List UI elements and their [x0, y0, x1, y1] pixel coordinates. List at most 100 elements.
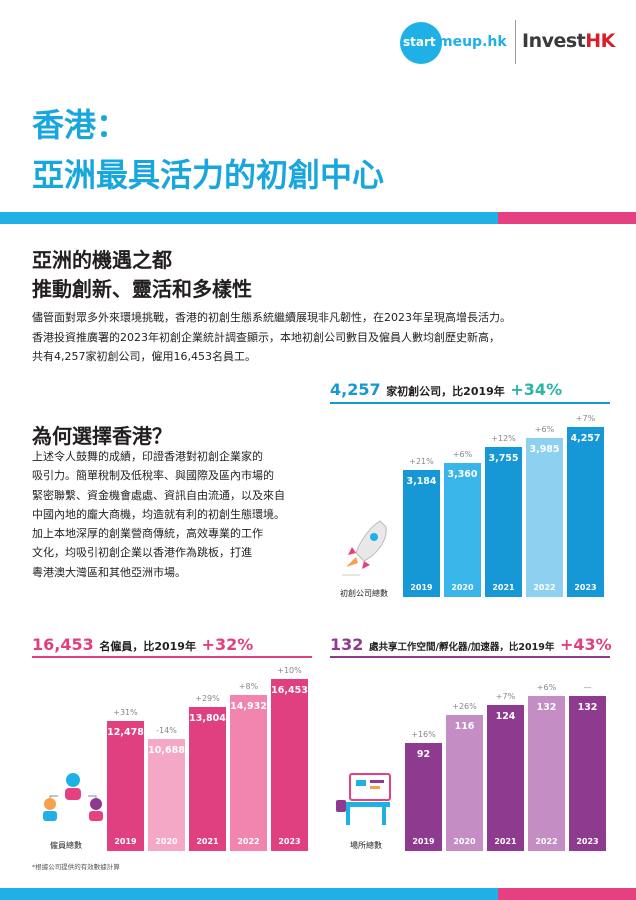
chart2-icon-caption: 僱員總數: [50, 841, 82, 850]
bar-year-label: 2022: [237, 837, 260, 846]
bar-change-label: +10%: [277, 666, 302, 675]
section2-line: 加上本地深厚的創業營商傳統，高效專業的工作: [32, 527, 263, 541]
bar-value-label: 124: [495, 711, 516, 722]
startmeup-logo-start: start: [403, 35, 436, 49]
investhk-logo: InvestHK: [522, 30, 615, 52]
page-title-line2: 亞洲最具活力的初創中心: [32, 156, 385, 194]
bar-change-label: +6%: [536, 683, 557, 692]
section2-paragraph: 上述令人鼓舞的成績，印證香港對初創企業家的 吸引力。簡單稅制及低稅率、與國際及區…: [32, 447, 285, 582]
chart-bar: 116 2020: [446, 715, 483, 851]
title-divider-pink: [498, 212, 636, 224]
chart2-title: 16,453 名僱員，比2019年 +32%: [32, 635, 253, 654]
bar-change-label: +26%: [452, 702, 477, 711]
chart-bar: 3,755 2021: [485, 447, 522, 597]
bar-year-label: 2019: [114, 837, 137, 846]
bar-change-label: +21%: [409, 457, 434, 466]
chart-bar: 16,453 2023: [271, 679, 308, 851]
bar-change-label: +8%: [238, 682, 259, 691]
chart3-title-text: 處共享工作空間/孵化器/加速器，比2019年: [368, 642, 555, 653]
chart3-title: 132 處共享工作空間/孵化器/加速器，比2019年 +43%: [330, 635, 612, 654]
section1-paragraph: 儘管面對眾多外來環境挑戰，香港的初創生態系統繼續展現非凡韌性，在2023年呈現高…: [32, 308, 511, 367]
chart3-title-change: +43%: [559, 635, 612, 654]
footnote: *根據公司提供的有效數據計算: [32, 863, 120, 871]
section1-line: 共有4,257家初創公司，僱用16,453名員工。: [32, 350, 256, 363]
section1-line: 儘管面對眾多外來環境挑戰，香港的初創生態系統繼續展現非凡韌性，在2023年呈現高…: [32, 311, 511, 324]
chart-bar: 14,932 2022: [230, 695, 267, 851]
bar-change-label: -14%: [156, 726, 177, 735]
section2-line: 緊密聯繫、資金機會處處、資訊自由流通，以及來自: [32, 488, 285, 502]
bar-year-label: 2023: [574, 583, 597, 592]
chart-bar: 12,478 2019: [107, 721, 144, 851]
section1-heading2: 推動創新、靈活和多樣性: [32, 277, 252, 301]
bar-year-label: 2023: [576, 837, 599, 846]
bar-value-label: 14,932: [230, 701, 267, 712]
chart-bar: 92 2019: [405, 743, 442, 851]
chart1-icon-caption: 初創公司總數: [340, 589, 388, 598]
bar-year-label: 2020: [451, 583, 474, 592]
bar-value-label: 132: [536, 702, 557, 713]
chart3-icon-caption: 場所總數: [350, 841, 382, 850]
bar-change-label: +12%: [491, 434, 516, 443]
bar-year-label: 2019: [412, 837, 435, 846]
startmeup-logo-rest: meup.hk: [438, 34, 507, 50]
bar-year-label: 2021: [494, 837, 517, 846]
section1-heading1: 亞洲的機遇之都: [32, 248, 172, 272]
bar-value-label: 132: [577, 702, 598, 713]
chart3-title-value: 132: [330, 635, 364, 654]
section2-line: 中國內地的龐大商機，均造就有利的初創生態環境。: [32, 507, 285, 521]
bar-year-label: 2020: [155, 837, 178, 846]
chart-bar: 3,184 2019: [403, 470, 440, 597]
bar-change-label: +31%: [113, 708, 138, 717]
bar-value-label: 116: [454, 721, 475, 732]
startmeup-logo-circle: [400, 22, 442, 64]
chart2-title-change: +32%: [201, 635, 254, 654]
office-icon: [336, 773, 391, 825]
bar-value-label: 3,985: [529, 444, 560, 455]
bar-change-label: +6%: [452, 450, 473, 459]
chart2-underline: [32, 656, 312, 658]
bar-value-label: 3,184: [406, 476, 437, 487]
bar-value-label: 4,257: [570, 433, 601, 444]
bar-year-label: 2022: [533, 583, 556, 592]
chart-bar: 132 2022: [528, 696, 565, 851]
section2-heading: 為何選擇香港？: [32, 424, 172, 448]
bar-year-label: 2020: [453, 837, 476, 846]
chart1-title-text: 家初創公司，比2019年: [386, 385, 505, 398]
chart1-underline: [330, 402, 610, 404]
footer-divider-blue: [0, 888, 498, 900]
startmeup-logo: start meup.hk: [400, 22, 507, 64]
chart-bar: 4,257 2023: [567, 427, 604, 597]
bar-value-label: 92: [416, 749, 431, 760]
people-icon: [43, 773, 103, 821]
investhk-logo-hk: HK: [585, 30, 615, 52]
title-divider-blue: [0, 212, 498, 224]
chart-bar: 132 2023: [569, 696, 606, 851]
bar-year-label: 2022: [535, 837, 558, 846]
chart2-title-value: 16,453: [32, 635, 94, 654]
page-title-line1: 香港：: [32, 106, 129, 144]
bar-change-label: +6%: [534, 425, 555, 434]
chart1-title: 4,257 家初創公司，比2019年 +34%: [330, 380, 562, 399]
logo-divider: [515, 20, 516, 64]
chart-bar: 13,804 2021: [189, 707, 226, 851]
bar-value-label: 13,804: [189, 713, 226, 724]
chart-bar: 3,985 2022: [526, 438, 563, 597]
footer-divider-pink: [498, 888, 636, 900]
section2-line: 文化，均吸引初創企業以香港作為跳板，打進: [32, 546, 252, 560]
bar-year-label: 2019: [410, 583, 433, 592]
section2-line: 上述令人鼓舞的成績，印證香港對初創企業家的: [32, 450, 263, 463]
section1-line: 香港投資推廣署的2023年初創企業統計調查顯示，本地初創公司數目及僱員人數均創歷…: [32, 330, 500, 344]
bar-value-label: 10,688: [148, 745, 185, 756]
chart-bar: 124 2021: [487, 705, 524, 851]
bar-year-label: 2021: [492, 583, 515, 592]
bar-value-label: 3,755: [488, 453, 519, 464]
bar-value-label: 3,360: [447, 469, 478, 480]
chart1-title-value: 4,257: [330, 380, 381, 399]
bar-year-label: 2021: [196, 837, 219, 846]
bar-change-label: +16%: [411, 730, 436, 739]
bar-change-label: +7%: [495, 692, 516, 701]
section2-line: 粵港澳大灣區和其他亞洲市場。: [32, 565, 186, 579]
chart3-underline: [330, 656, 610, 658]
chart-bar: 3,360 2020: [444, 463, 481, 597]
chart1-title-change: +34%: [510, 380, 563, 399]
